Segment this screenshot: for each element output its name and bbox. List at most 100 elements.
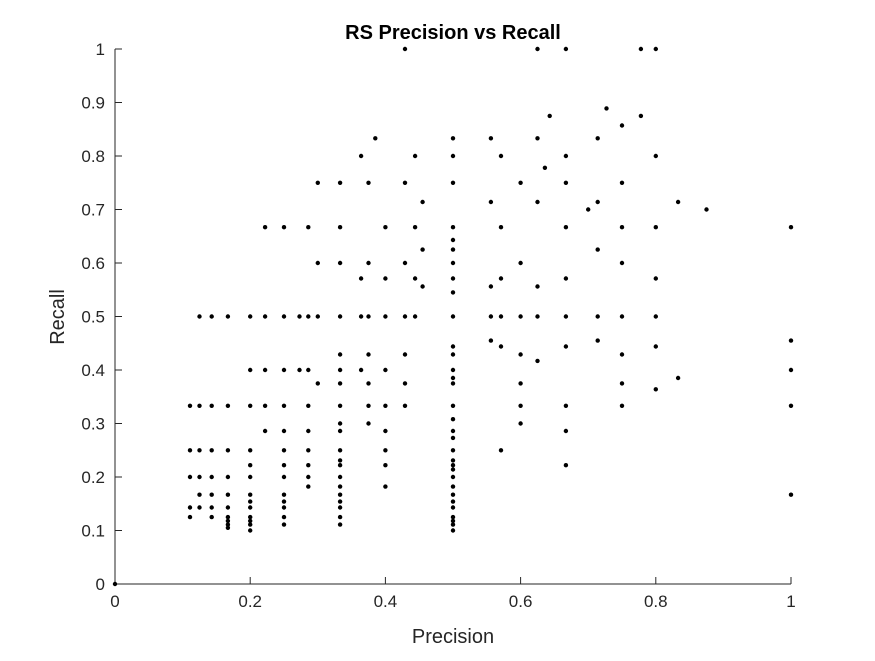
data-point (450, 417, 456, 422)
data-point (402, 403, 408, 408)
data-point (563, 314, 569, 319)
data-point (281, 403, 287, 408)
data-point (595, 247, 600, 252)
data-point (535, 46, 540, 52)
data-point (248, 492, 253, 497)
data-point (412, 276, 418, 281)
data-point (225, 514, 231, 520)
data-point (488, 199, 494, 205)
data-point (262, 367, 268, 373)
data-point (358, 276, 364, 281)
data-point (653, 225, 658, 230)
x-tick-label: 1 (786, 592, 795, 611)
data-point (281, 514, 287, 520)
data-point (306, 484, 311, 489)
data-point (373, 136, 378, 141)
data-point (225, 474, 231, 480)
data-point (518, 180, 523, 185)
data-point (412, 225, 418, 230)
data-points (112, 46, 794, 587)
data-point (402, 314, 408, 319)
data-point (315, 180, 320, 185)
data-point (402, 352, 408, 357)
data-point (225, 518, 231, 524)
data-point (383, 463, 388, 468)
data-point (337, 260, 343, 266)
data-point (337, 492, 343, 497)
data-point (563, 403, 569, 408)
data-point (306, 474, 311, 480)
data-point (337, 522, 343, 527)
data-point (638, 113, 644, 119)
data-point (788, 403, 794, 408)
data-point (619, 225, 625, 230)
data-point (337, 514, 343, 520)
data-point (450, 463, 456, 468)
data-point (225, 525, 231, 530)
x-tick-label: 0.2 (238, 592, 262, 611)
data-point (450, 237, 456, 243)
data-point (262, 314, 268, 319)
data-point (187, 505, 193, 510)
data-point (209, 448, 214, 453)
data-point (112, 581, 118, 587)
data-point (450, 484, 456, 489)
data-point (366, 352, 371, 357)
data-point (281, 505, 287, 510)
data-point (315, 381, 320, 386)
data-point (225, 314, 231, 319)
data-point (563, 344, 569, 349)
data-point (563, 46, 569, 52)
data-point (619, 180, 625, 185)
data-point (450, 180, 456, 185)
data-point (197, 314, 202, 319)
data-point (337, 367, 343, 373)
data-point (450, 492, 456, 497)
data-point (366, 260, 371, 266)
y-tick-label: 0 (96, 575, 105, 594)
y-tick-label: 0.7 (81, 201, 105, 220)
data-point (248, 474, 253, 480)
data-point (337, 428, 343, 434)
data-point (498, 153, 504, 159)
data-point (604, 106, 609, 111)
data-point (563, 225, 569, 230)
x-tick-label: 0.8 (644, 592, 668, 611)
data-point (383, 403, 388, 408)
data-point (306, 225, 311, 230)
data-point (450, 522, 456, 527)
x-axis-label: Precision (412, 626, 494, 648)
data-point (450, 381, 456, 386)
data-point (306, 367, 311, 373)
data-point (450, 474, 456, 480)
data-point (366, 180, 371, 185)
data-point (788, 367, 794, 373)
data-point (542, 165, 548, 170)
data-point (619, 123, 625, 128)
data-point (563, 153, 569, 159)
data-point (653, 46, 658, 52)
data-point (450, 136, 456, 141)
data-point (619, 314, 625, 319)
data-point (281, 367, 287, 373)
data-point (488, 338, 494, 343)
data-point (337, 403, 343, 408)
data-point (248, 499, 253, 504)
data-point (498, 344, 504, 349)
data-point (187, 474, 193, 480)
data-point (248, 505, 253, 510)
data-point (306, 403, 311, 408)
data-point (488, 314, 494, 319)
data-point (209, 403, 214, 408)
data-point (653, 314, 658, 319)
data-point (535, 284, 540, 289)
data-point (402, 180, 408, 185)
data-point (306, 314, 311, 319)
data-point (337, 448, 343, 453)
data-point (450, 260, 456, 266)
data-point (518, 403, 523, 408)
chart-title: RS Precision vs Recall (345, 22, 561, 44)
data-point (450, 153, 456, 159)
data-point (358, 367, 364, 373)
